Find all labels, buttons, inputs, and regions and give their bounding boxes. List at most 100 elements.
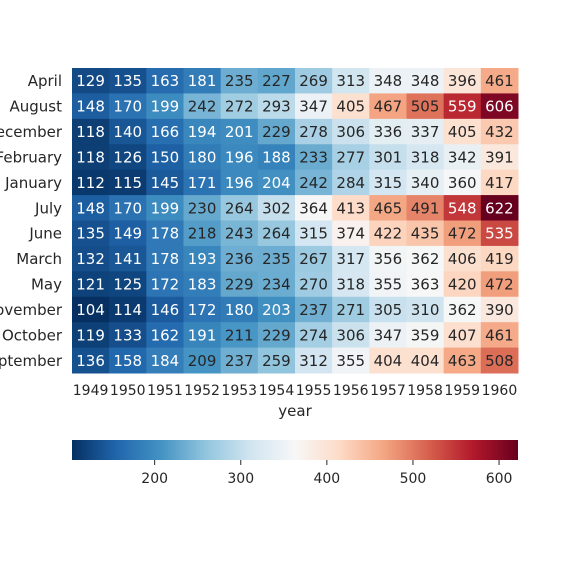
cell-value-label: 315 xyxy=(299,225,328,243)
heatmap-cell xyxy=(146,68,184,94)
heatmap-cell xyxy=(220,347,259,374)
cell-value-label: 548 xyxy=(448,199,477,217)
cell-value-label: 312 xyxy=(299,352,328,370)
heatmap-cell xyxy=(220,296,259,323)
heatmap-cell xyxy=(146,118,184,145)
cell-value-label: 237 xyxy=(225,352,254,370)
heatmap-cell xyxy=(332,68,370,94)
cell-value-label: 467 xyxy=(374,98,403,116)
heatmap-cell xyxy=(295,93,333,120)
heatmap-cell xyxy=(72,347,110,374)
colorbar xyxy=(72,440,518,460)
y-tick-label: October xyxy=(2,326,63,344)
cell-value-label: 145 xyxy=(151,174,180,192)
heatmap-cell xyxy=(72,296,110,323)
cell-value-label: 170 xyxy=(113,98,142,116)
heatmap-cell xyxy=(406,296,445,323)
cell-value-label: 203 xyxy=(262,301,291,319)
cell-value-label: 419 xyxy=(485,250,514,268)
cell-value-label: 606 xyxy=(485,98,514,116)
cell-value-label: 317 xyxy=(336,250,365,268)
cell-value-label: 259 xyxy=(262,352,291,370)
cell-value-label: 264 xyxy=(262,225,291,243)
heatmap-cell xyxy=(332,118,370,145)
heatmap-cell xyxy=(406,169,445,196)
cell-value-label: 461 xyxy=(485,326,514,344)
y-tick-label: August xyxy=(10,98,63,116)
cell-value-label: 126 xyxy=(113,148,142,166)
cell-value-label: 272 xyxy=(225,98,254,116)
cell-value-label: 391 xyxy=(485,148,514,166)
heatmap-cell xyxy=(369,118,407,145)
cell-value-label: 390 xyxy=(485,301,514,319)
heatmap-cell xyxy=(480,144,519,171)
cell-value-label: 472 xyxy=(448,225,477,243)
cell-value-label: 150 xyxy=(151,148,180,166)
heatmap-cell xyxy=(257,245,296,272)
cell-value-label: 267 xyxy=(299,250,328,268)
cell-value-label: 148 xyxy=(76,98,105,116)
cell-value-label: 435 xyxy=(411,225,440,243)
heatmap-cell xyxy=(257,271,296,298)
cell-value-label: 163 xyxy=(151,72,180,90)
x-tick-label: 1951 xyxy=(147,383,183,399)
y-tick-label: April xyxy=(28,72,62,90)
heatmap-cell xyxy=(146,296,184,323)
cell-value-label: 355 xyxy=(374,276,403,294)
colorbar-tick-label: 500 xyxy=(400,471,427,487)
cell-value-label: 293 xyxy=(262,98,291,116)
cell-value-label: 180 xyxy=(225,301,254,319)
heatmap-cell xyxy=(406,68,445,94)
heatmap-cell xyxy=(146,195,184,221)
heatmap-cell xyxy=(109,220,147,247)
cell-value-label: 229 xyxy=(262,123,291,141)
heatmap-cell xyxy=(480,296,519,323)
cell-value-label: 463 xyxy=(448,352,477,370)
heatmap-cell xyxy=(109,296,147,323)
heatmap-cell xyxy=(369,169,407,196)
y-tick-label: January xyxy=(4,174,62,192)
cell-value-label: 229 xyxy=(225,276,254,294)
colorbar-tick-label: 600 xyxy=(486,471,513,487)
cell-value-label: 306 xyxy=(336,123,365,141)
x-tick-label: 1960 xyxy=(482,383,518,399)
cell-value-label: 149 xyxy=(113,225,142,243)
heatmap-cell xyxy=(369,220,407,247)
heatmap-cell xyxy=(406,93,445,120)
heatmap-cell xyxy=(220,68,259,94)
cell-value-label: 193 xyxy=(188,250,217,268)
cell-value-label: 178 xyxy=(151,225,180,243)
heatmap-cell xyxy=(257,322,296,349)
cell-value-label: 417 xyxy=(485,174,514,192)
cell-value-label: 491 xyxy=(411,199,440,217)
cell-value-label: 315 xyxy=(374,174,403,192)
cell-value-label: 112 xyxy=(76,174,105,192)
cell-value-label: 505 xyxy=(411,98,440,116)
cell-value-label: 559 xyxy=(448,98,477,116)
heatmap-cell xyxy=(146,271,184,298)
cell-value-label: 114 xyxy=(113,301,142,319)
cell-value-label: 204 xyxy=(262,174,291,192)
heatmap-cell xyxy=(295,271,333,298)
heatmap-cell xyxy=(480,245,519,272)
cell-value-label: 310 xyxy=(411,301,440,319)
heatmap-cell xyxy=(295,245,333,272)
cell-value-label: 183 xyxy=(188,276,217,294)
heatmap-cell xyxy=(295,347,333,374)
cell-value-label: 405 xyxy=(448,123,477,141)
cell-value-label: 125 xyxy=(113,276,142,294)
cell-value-label: 191 xyxy=(188,326,217,344)
cell-value-label: 337 xyxy=(411,123,440,141)
colorbar-tick-label: 400 xyxy=(313,471,340,487)
heatmap-cell xyxy=(332,195,370,221)
heatmap-cell xyxy=(406,322,445,349)
heatmap-cell xyxy=(146,322,184,349)
heatmap-cell xyxy=(146,220,184,247)
cell-value-label: 233 xyxy=(299,148,328,166)
cell-value-label: 277 xyxy=(336,148,365,166)
cell-value-label: 178 xyxy=(151,250,180,268)
cell-value-label: 360 xyxy=(448,174,477,192)
y-tick-labels: April August December February January July Ju… xyxy=(0,72,63,370)
heatmap-cell xyxy=(369,271,407,298)
heatmap-cell xyxy=(220,144,259,171)
